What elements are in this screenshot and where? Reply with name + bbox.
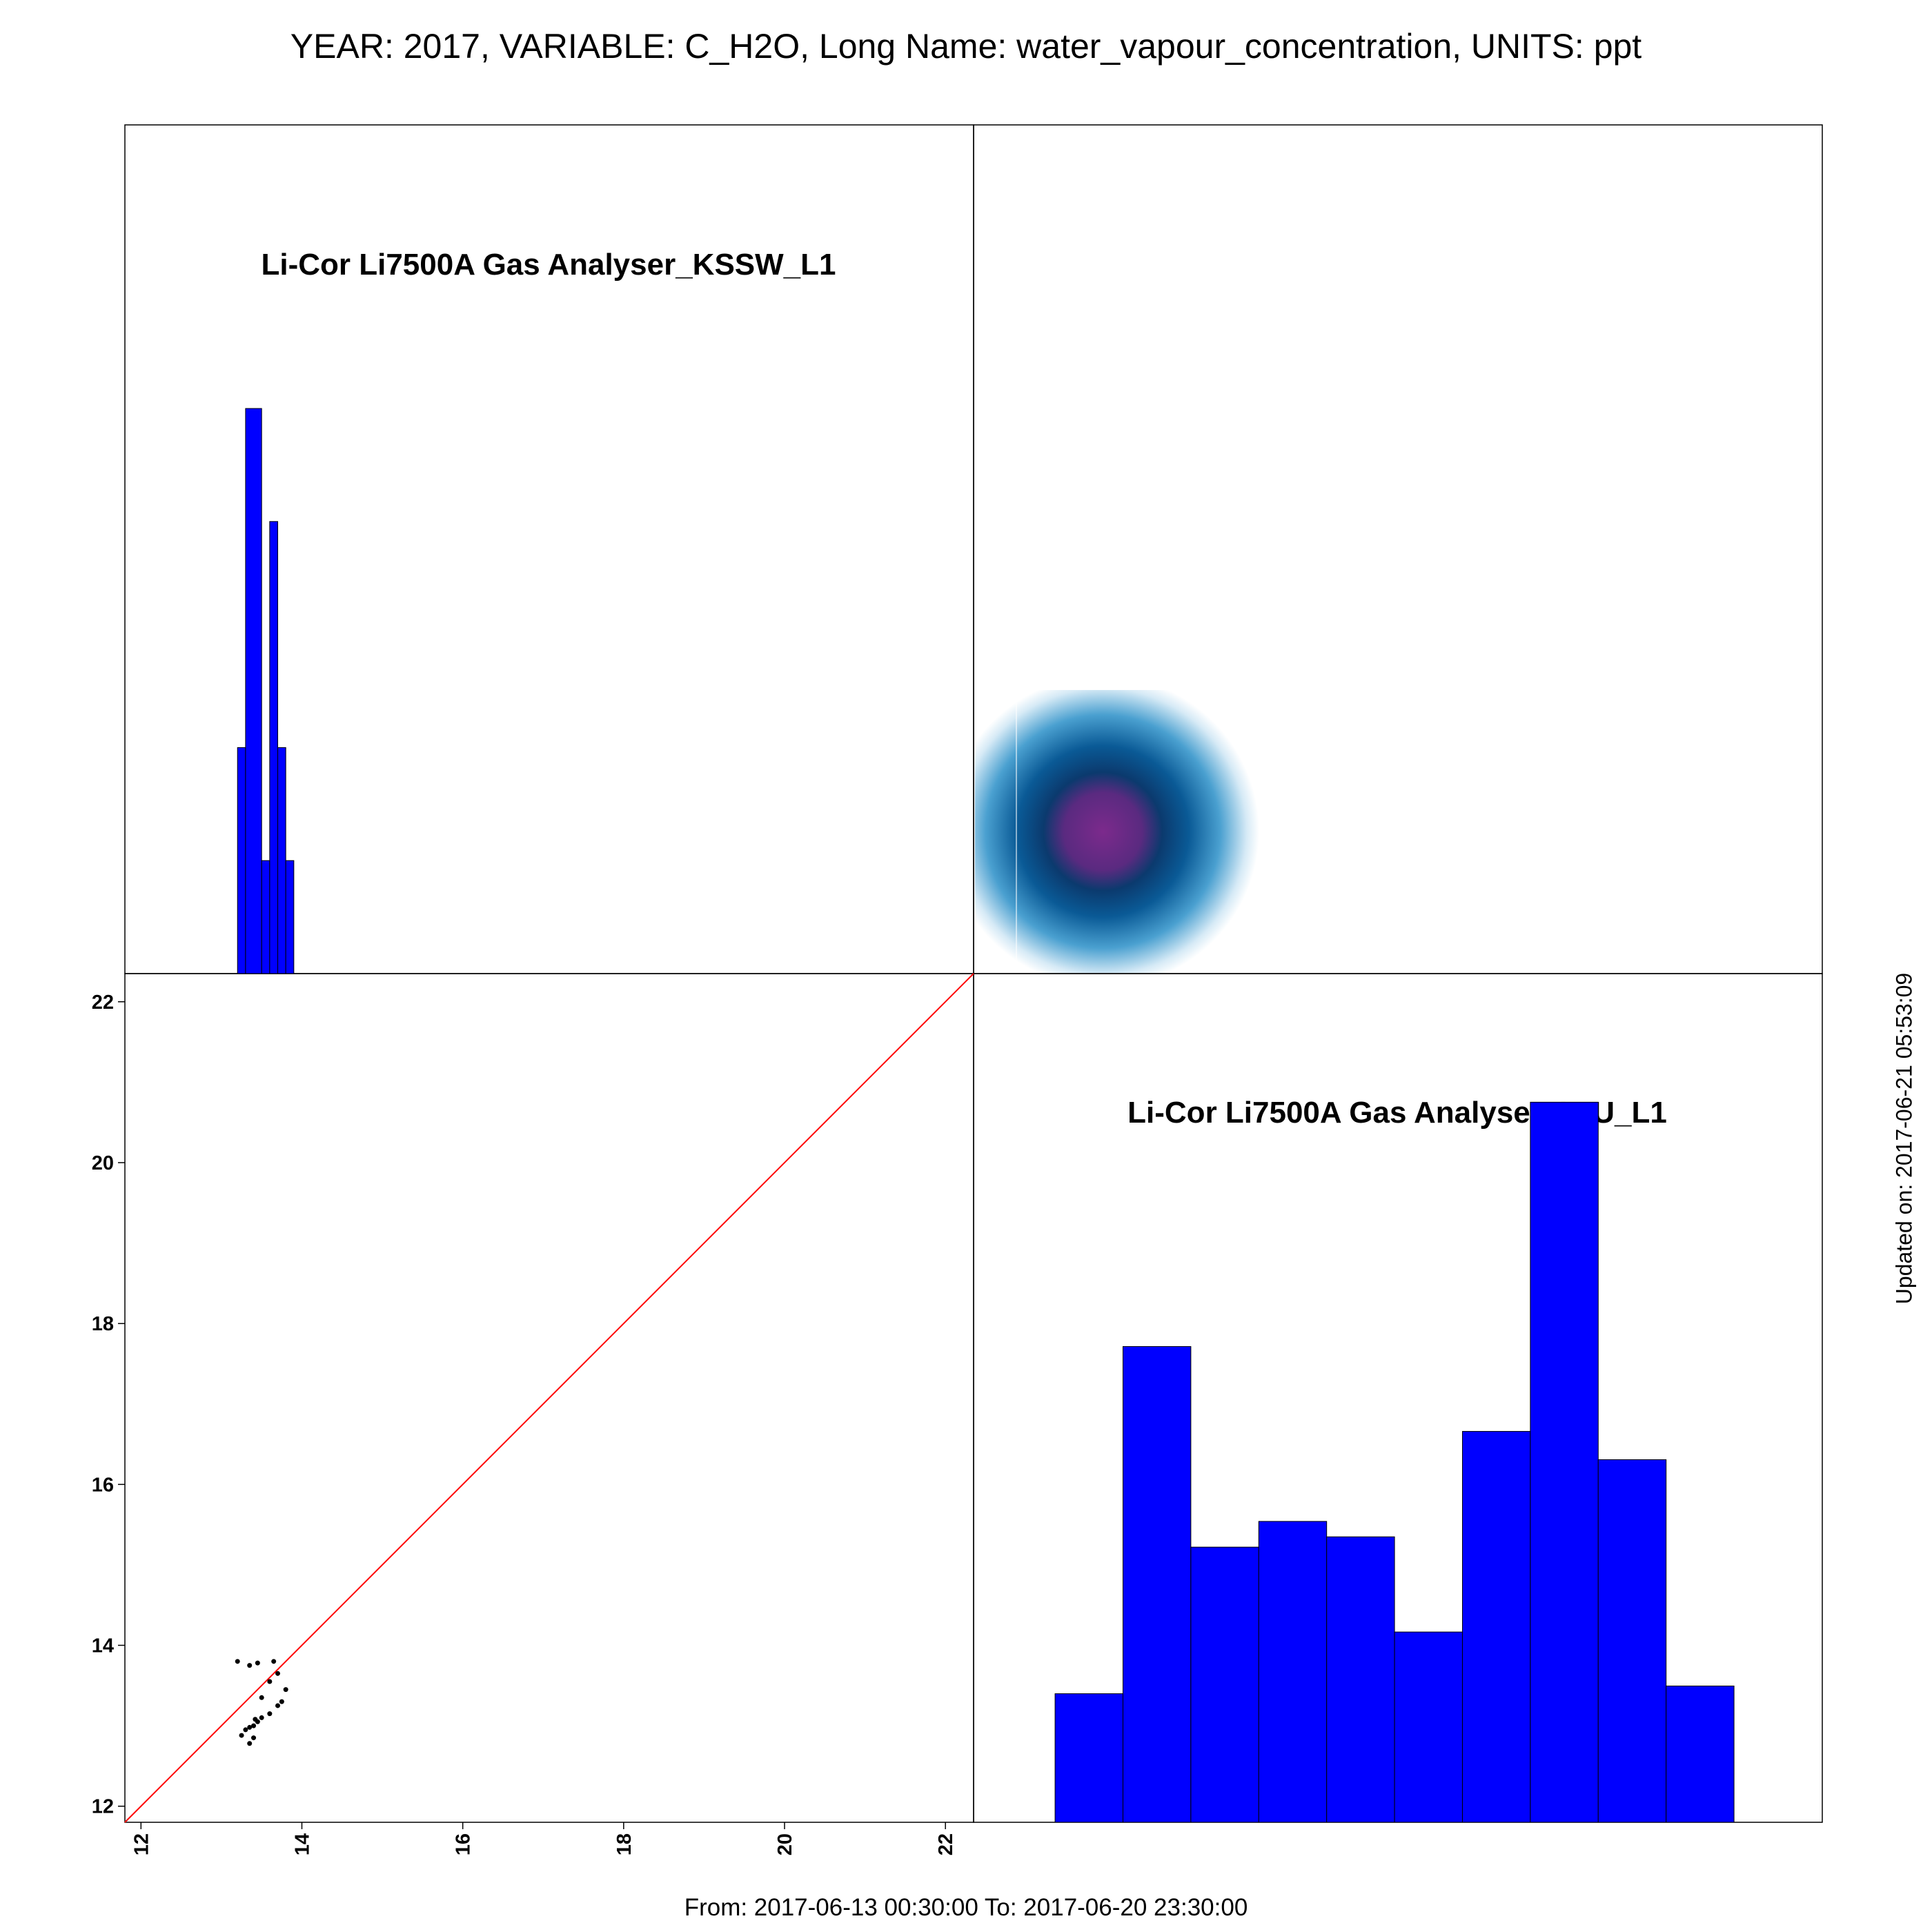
scatter-point-18 bbox=[243, 1727, 248, 1733]
x-tick-label-3: 18 bbox=[613, 1833, 635, 1855]
histogram-kssw bbox=[237, 408, 295, 974]
scatter-point-3 bbox=[271, 1659, 277, 1664]
x-tick-label-2: 16 bbox=[453, 1833, 475, 1855]
scatter-point-8 bbox=[279, 1699, 284, 1704]
y-tick-label-3: 18 bbox=[92, 1313, 114, 1335]
kssw-hist-bar-5 bbox=[285, 860, 295, 974]
scatter-point-15 bbox=[239, 1733, 244, 1738]
imu-hist-bar-3 bbox=[1258, 1521, 1328, 1823]
density-plot bbox=[975, 690, 1259, 973]
y-tick-label-0: 12 bbox=[92, 1796, 114, 1818]
scatter-point-10 bbox=[267, 1711, 273, 1717]
imu-hist-bar-4 bbox=[1326, 1536, 1395, 1823]
y-tick-label-5: 22 bbox=[92, 992, 114, 1014]
scatter-point-2 bbox=[255, 1660, 260, 1666]
y-tick-label-1: 14 bbox=[92, 1635, 114, 1657]
scatter-point-16 bbox=[251, 1735, 257, 1741]
scatter-plot bbox=[124, 973, 974, 1823]
imu-hist-bar-2 bbox=[1190, 1546, 1259, 1823]
imu-hist-bar-0 bbox=[1054, 1693, 1123, 1823]
x-tick-label-1: 14 bbox=[291, 1833, 313, 1855]
imu-hist-bar-8 bbox=[1597, 1459, 1667, 1823]
y-tick-label-4: 20 bbox=[92, 1152, 114, 1174]
date-range-footer: From: 2017-06-13 00:30:00 To: 2017-06-20… bbox=[684, 1894, 1248, 1921]
scatter-point-0 bbox=[235, 1659, 240, 1664]
kssw-hist-bar-1 bbox=[245, 408, 262, 974]
scatter-point-7 bbox=[259, 1695, 264, 1700]
imu-hist-bar-7 bbox=[1530, 1101, 1599, 1823]
scatter-point-14 bbox=[247, 1724, 253, 1730]
scatter-point-11 bbox=[259, 1715, 264, 1720]
scatter-point-9 bbox=[275, 1703, 281, 1708]
panel-title-kssw: Li-Cor Li7500A Gas Analyser_KSSW_L1 bbox=[261, 248, 836, 282]
page-title: YEAR: 2017, VARIABLE: C_H2O, Long Name: … bbox=[290, 27, 1642, 66]
histogram-imu bbox=[1054, 1101, 1735, 1823]
scatter-point-1 bbox=[247, 1663, 253, 1668]
imu-hist-bar-9 bbox=[1666, 1685, 1735, 1823]
scatter-point-17 bbox=[247, 1741, 253, 1746]
kssw-hist-bar-4 bbox=[277, 747, 286, 974]
x-tick-label-0: 12 bbox=[130, 1833, 152, 1855]
scatter-point-13 bbox=[251, 1723, 257, 1728]
imu-hist-bar-6 bbox=[1461, 1430, 1531, 1823]
imu-hist-bar-5 bbox=[1394, 1631, 1463, 1823]
axes: 12 14 16 18 20 22 12 14 16 18 20 22 bbox=[92, 992, 957, 1855]
density-field bbox=[975, 690, 1259, 973]
imu-hist-bar-1 bbox=[1122, 1346, 1192, 1823]
x-tick-label-5: 22 bbox=[935, 1833, 957, 1855]
scatter-point-19 bbox=[253, 1717, 258, 1722]
kssw-hist-bar-0 bbox=[237, 747, 246, 974]
kssw-hist-bar-2 bbox=[261, 860, 270, 974]
scatter-point-5 bbox=[267, 1679, 273, 1684]
y-tick-label-2: 16 bbox=[92, 1474, 114, 1496]
updated-timestamp-label: Updated on: 2017-06-21 05:53:09 bbox=[1891, 972, 1917, 1305]
scatter-point-4 bbox=[275, 1670, 281, 1676]
one-to-one-line bbox=[124, 973, 974, 1823]
scatter-point-6 bbox=[283, 1687, 288, 1693]
x-tick-label-4: 20 bbox=[774, 1833, 796, 1855]
kssw-hist-bar-3 bbox=[269, 521, 279, 974]
